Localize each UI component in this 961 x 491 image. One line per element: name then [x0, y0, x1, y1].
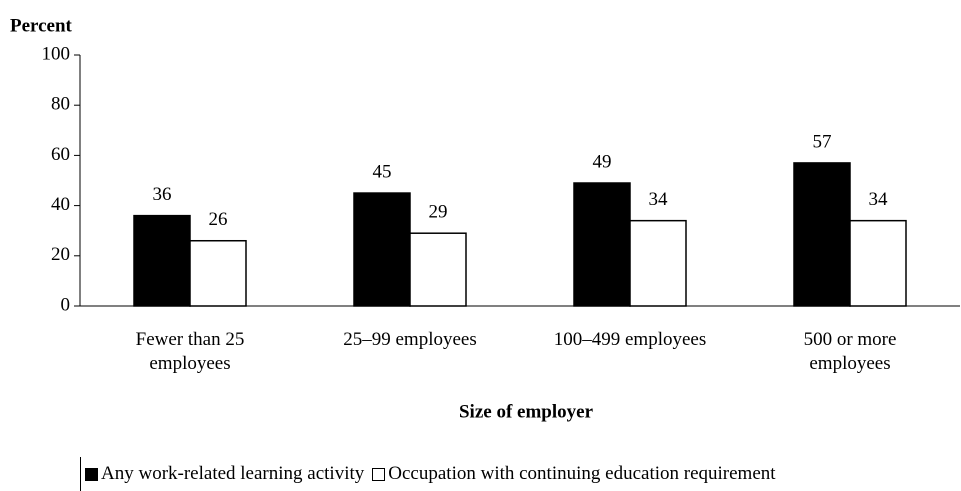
- value-label: 49: [593, 151, 612, 172]
- value-label: 26: [209, 209, 228, 230]
- value-label: 45: [373, 161, 392, 182]
- x-tick-label: 25–99 employees: [343, 329, 477, 350]
- x-tick-label: 100–499 employees: [553, 329, 707, 350]
- bar: [573, 182, 631, 307]
- y-tick-label: 40: [51, 194, 70, 215]
- y-tick-label: 80: [51, 94, 70, 115]
- legend-swatch: [372, 467, 386, 481]
- bar: [849, 219, 907, 307]
- bar: [409, 232, 467, 307]
- value-label: 34: [869, 189, 889, 210]
- bar: [133, 214, 191, 307]
- y-tick-label: 0: [61, 294, 71, 315]
- value-label: 57: [813, 131, 832, 152]
- legend-label: Occupation with continuing education req…: [388, 463, 776, 484]
- x-axis-title: Size of employer: [459, 401, 594, 422]
- x-tick-label: Fewer than 25 employees: [135, 329, 245, 374]
- legend-item: Any work-related learning activity: [85, 463, 364, 485]
- y-axis-title: Percent: [10, 15, 73, 36]
- legend-swatch: [85, 467, 98, 481]
- y-tick-label: 100: [42, 43, 71, 64]
- bar: [189, 239, 247, 307]
- y-tick-label: 20: [51, 244, 70, 265]
- bar: [629, 219, 687, 307]
- x-tick-label: 500 or more employees: [803, 329, 897, 374]
- y-tick-label: 60: [51, 144, 70, 165]
- legend-item: Occupation with continuing education req…: [372, 463, 776, 485]
- legend: Any work-related learning activity Occupa…: [80, 457, 961, 491]
- value-label: 34: [649, 189, 669, 210]
- legend-label: Any work-related learning activity: [101, 463, 365, 484]
- value-label: 36: [153, 184, 172, 205]
- bar: [793, 162, 851, 307]
- bar: [353, 192, 411, 307]
- value-label: 29: [429, 202, 448, 223]
